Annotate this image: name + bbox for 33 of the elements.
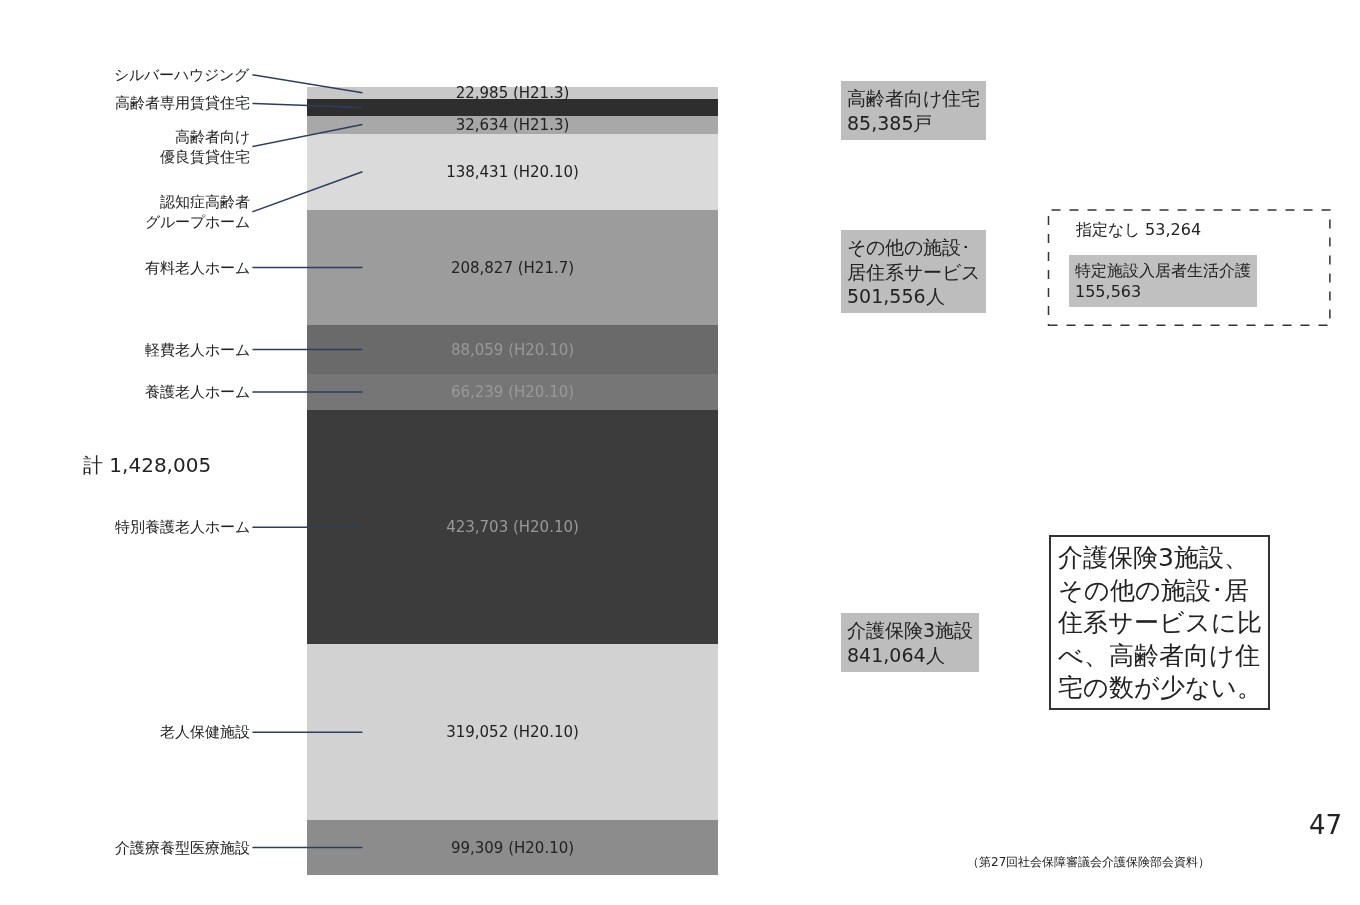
data-label: 138,431 (H20.10) <box>446 162 579 181</box>
text: 軽費老人ホーム <box>145 341 250 359</box>
text: 認知症高齢者グループホーム <box>145 193 250 231</box>
text: 計 1,428,005 <box>83 453 212 477</box>
text: シルバーハウジング <box>114 66 250 84</box>
text: 高齢者専用賃貸住宅 <box>115 94 250 112</box>
data-label: 99,309 (H20.10) <box>450 838 575 857</box>
text: 介護保険3施設841,064人 <box>847 619 974 666</box>
text: 高齢者向け優良賃貸住宅 <box>160 128 250 166</box>
text: （第27回社会保障審議会介護保険部会資料） <box>967 855 1211 869</box>
data-label: 423,703 (H20.10) <box>446 518 579 537</box>
text: 指定なし 53,264 <box>1075 220 1202 239</box>
text: 介護療養型医療施設 <box>115 839 250 857</box>
text: 特別養護老人ホーム <box>115 518 250 536</box>
bar <box>306 644 719 821</box>
data-label: 208,827 (H21.7) <box>450 258 575 277</box>
bar <box>306 133 719 210</box>
text: その他の施設･居住系サービス501,556人 <box>847 236 980 308</box>
bar <box>306 115 719 134</box>
text: 養護老人ホーム <box>145 383 250 401</box>
data-label: 319,052 (H20.10) <box>446 723 579 742</box>
data-label: 32,634 (H21.3) <box>455 115 570 134</box>
text: 高齢者向け住宅85,385戸 <box>847 87 980 134</box>
bar <box>306 410 719 645</box>
text: 介護保険3施設、その他の施設･居住系サービスに比べ、高齢者向け住宅の数が少ない。 <box>1057 543 1262 702</box>
text: 47 <box>1309 810 1343 840</box>
bar <box>306 99 719 116</box>
text: 有料老人ホーム <box>145 259 250 277</box>
text: 老人保健施設 <box>160 723 250 741</box>
text: 特定施設入居者生活介護155,563 <box>1075 261 1251 301</box>
bar <box>306 820 719 875</box>
data-label: 22,985 (H21.3) <box>455 83 570 102</box>
bar <box>306 210 719 326</box>
